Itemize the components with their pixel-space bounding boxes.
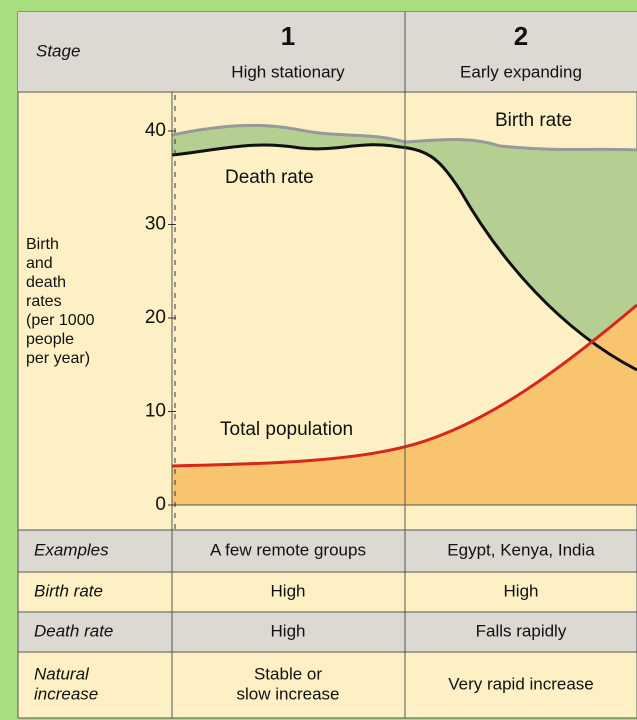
- y-tick-label: 30: [145, 214, 166, 235]
- row-label: Examples: [34, 540, 109, 559]
- table-row: [17, 571, 637, 613]
- row-label: Death rate: [34, 621, 113, 640]
- population-area: [172, 305, 637, 505]
- population-line: [171, 303, 637, 468]
- axis-label: death: [26, 274, 66, 291]
- table-cell: High: [271, 581, 306, 600]
- table-cell: High: [504, 581, 539, 600]
- table-row: [17, 529, 637, 573]
- y-tick-label: 10: [145, 401, 166, 422]
- header-row: [18, 12, 637, 92]
- table-cell: High: [271, 621, 306, 640]
- table-cell: Falls rapidly: [476, 621, 567, 640]
- axis-label: per year): [26, 350, 90, 367]
- table-cell: Stable or: [254, 664, 322, 683]
- curve-label: Total population: [220, 419, 353, 440]
- curve-label: Birth rate: [495, 110, 572, 131]
- curve-label: Death rate: [225, 167, 314, 188]
- axis-label: (per 1000: [26, 312, 95, 329]
- y-tick-label: 40: [145, 120, 166, 141]
- axis-label: and: [26, 255, 53, 272]
- table-cell: Egypt, Kenya, India: [447, 540, 595, 559]
- table-cell: Very rapid increase: [448, 674, 594, 693]
- row-label: increase: [34, 684, 98, 703]
- row-label: Natural: [34, 664, 90, 683]
- row-label: Birth rate: [34, 581, 103, 600]
- table-cell: A few remote groups: [210, 540, 366, 559]
- table-row: [17, 611, 637, 653]
- y-tick-label: 0: [155, 494, 166, 515]
- table-row: [17, 651, 637, 719]
- stage-number: 2: [514, 21, 528, 51]
- y-tick-label: 20: [145, 307, 166, 328]
- stage-name: Early expanding: [460, 62, 582, 81]
- stage-label: Stage: [36, 41, 80, 60]
- axis-label: people: [26, 331, 74, 348]
- table-cell: slow increase: [237, 684, 340, 703]
- stage-name: High stationary: [231, 62, 345, 81]
- natural-increase-area: [172, 125, 637, 370]
- axis-label: Birth: [26, 236, 59, 253]
- axis-label: rates: [26, 293, 62, 310]
- stage-number: 1: [281, 21, 295, 51]
